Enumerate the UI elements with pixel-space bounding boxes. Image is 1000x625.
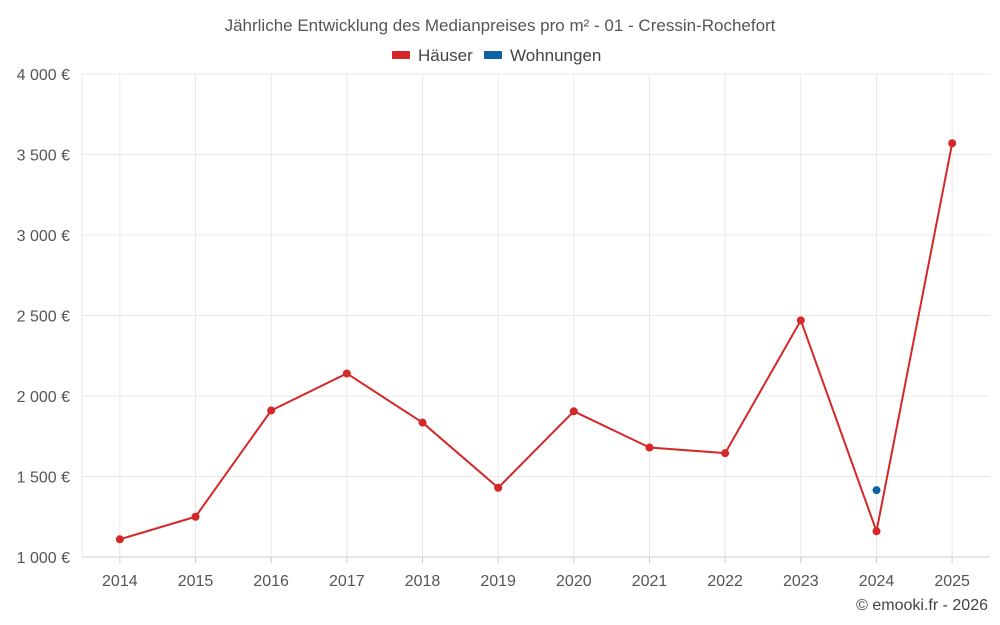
data-point-haeuser-2023[interactable]	[796, 316, 805, 325]
legend-label-wohnungen: Wohnungen	[510, 46, 601, 65]
y-tick-label: 2 000 €	[17, 389, 70, 406]
legend-swatch-haeuser	[392, 51, 410, 59]
data-point-haeuser-2014[interactable]	[115, 535, 124, 544]
x-tick-label: 2024	[859, 573, 895, 590]
y-tick-label: 2 500 €	[17, 309, 70, 326]
legend-label-haeuser: Häuser	[418, 46, 473, 65]
y-tick-label: 4 000 €	[17, 67, 70, 84]
x-tick-label: 2017	[329, 573, 365, 590]
data-point-haeuser-2021[interactable]	[645, 443, 654, 452]
credit-text: © emooki.fr - 2026	[856, 597, 988, 614]
x-tick-label: 2023	[783, 573, 819, 590]
y-tick-label: 3 500 €	[17, 148, 70, 165]
data-point-haeuser-2025[interactable]	[948, 139, 957, 148]
series-layer	[115, 139, 957, 544]
grid	[81, 73, 990, 558]
legend-item-wohnungen[interactable]: Wohnungen	[484, 46, 601, 65]
x-tick-label: 2025	[934, 573, 970, 590]
data-point-haeuser-2020[interactable]	[569, 407, 578, 416]
x-tick-label: 2015	[178, 573, 214, 590]
x-tick-label: 2016	[253, 573, 289, 590]
data-point-haeuser-2019[interactable]	[494, 483, 503, 492]
data-point-haeuser-2018[interactable]	[418, 418, 427, 427]
legend-swatch-wohnungen	[484, 51, 502, 59]
data-point-haeuser-2022[interactable]	[721, 449, 730, 458]
x-tick-label: 2020	[556, 573, 592, 590]
legend-item-haeuser[interactable]: Häuser	[392, 46, 473, 65]
x-axis: 2014 2015 2016 2017 2018 2019 2020 2021 2022 2023…	[102, 557, 970, 590]
data-point-haeuser-2015[interactable]	[191, 512, 200, 521]
y-tick-label: 1 000 €	[17, 550, 70, 567]
x-tick-label: 2018	[405, 573, 441, 590]
y-tick-label: 1 500 €	[17, 470, 70, 487]
x-tick-label: 2014	[102, 573, 138, 590]
data-point-haeuser-2024[interactable]	[872, 527, 881, 536]
data-point-wohnungen-2024[interactable]	[872, 486, 881, 495]
data-point-haeuser-2016[interactable]	[267, 406, 276, 415]
chart-title: Jährliche Entwicklung des Medianpreises …	[225, 16, 776, 35]
x-tick-label: 2022	[707, 573, 743, 590]
y-tick-label: 3 000 €	[17, 228, 70, 245]
series-line-haeuser	[119, 143, 954, 541]
x-tick-label: 2019	[480, 573, 516, 590]
legend: Häuser Wohnungen	[392, 46, 601, 65]
data-point-haeuser-2017[interactable]	[342, 369, 351, 378]
y-axis: 1 000 € 1 500 € 2 000 € 2 500 € 3 000 € 3 500…	[17, 67, 70, 567]
x-tick-label: 2021	[632, 573, 668, 590]
